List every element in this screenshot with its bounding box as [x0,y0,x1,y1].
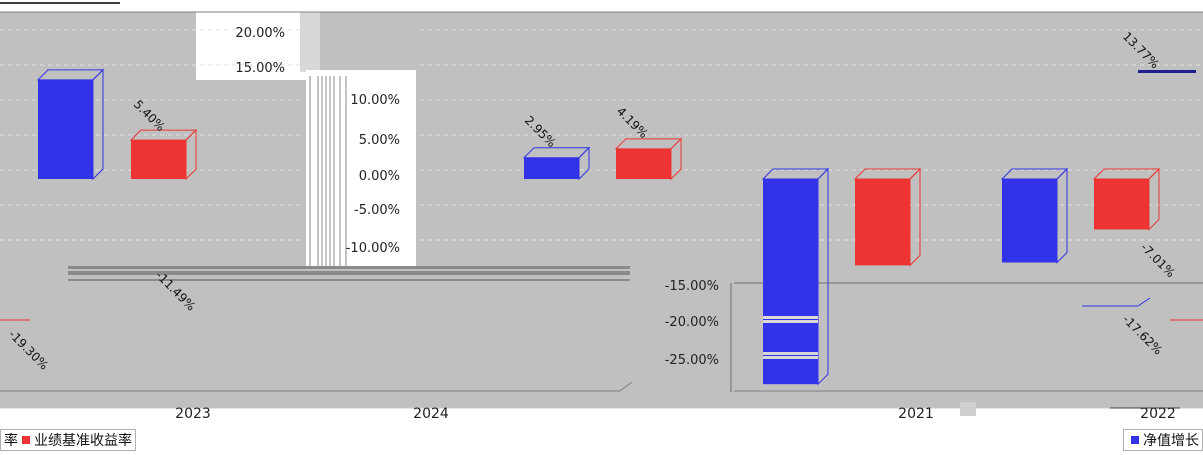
legend-left-series-label: 业绩基准收益率 [34,433,132,449]
stripe-band [68,271,630,275]
y-tick-label: -20.00% [665,315,719,330]
x-tick-label: 2023 [175,406,211,422]
y-tick-label: 10.00% [350,93,400,108]
bar-sliver-line [1137,297,1151,307]
y-tick-label: 20.00% [235,26,285,41]
bar-gap [763,316,818,319]
bar-2023-netvalue [38,79,93,179]
stripe-band [68,266,630,269]
x-tick-labels: 2023 2024 2021 2022 [175,406,1176,422]
y-tick-label: 5.00% [359,133,400,148]
bar-2024-benchmark [616,148,671,179]
bar-2021-netvalue [763,179,818,385]
axes [0,2,1203,409]
y-tick-label: -25.00% [665,353,719,368]
bar-gap [763,352,818,355]
bar-gap [763,356,818,359]
bar-gap [763,320,818,323]
bars [0,68,1203,386]
legend-right: 净值增长 [1123,429,1203,451]
legend-right-series-label: 净值增长 [1143,433,1199,449]
y-tick-label: 15.00% [235,61,285,76]
legend-blue-swatch [1131,436,1139,444]
y-tick-label: -10.00% [346,241,400,256]
x-tick-label: 2021 [898,406,934,422]
x-tick-label: 2022 [1140,406,1176,422]
floor-corner [619,381,633,392]
bar-2023-benchmark [131,140,186,179]
stripe-band [68,279,630,281]
bar-2022-netvalue [1002,179,1057,263]
y-tick-label: -5.00% [354,203,400,218]
legend-left: 率 业绩基准收益率 [0,429,136,451]
x-tick-label: 2024 [413,406,449,422]
legend-left-tail-text: 率 [4,433,18,449]
y-tick-label: 0.00% [359,169,400,184]
bar-2022-benchmark [1094,179,1149,230]
y-tick-label: -15.00% [665,279,719,294]
bar-sliver-2022 [1138,70,1196,73]
bar-2021-benchmark [855,179,910,266]
legend-red-swatch [22,436,30,444]
y-tick-labels: 20.00% 15.00% 10.00% 5.00% 0.00% -5.00% -10.00… [235,26,719,368]
bar-2024-netvalue [524,157,579,179]
